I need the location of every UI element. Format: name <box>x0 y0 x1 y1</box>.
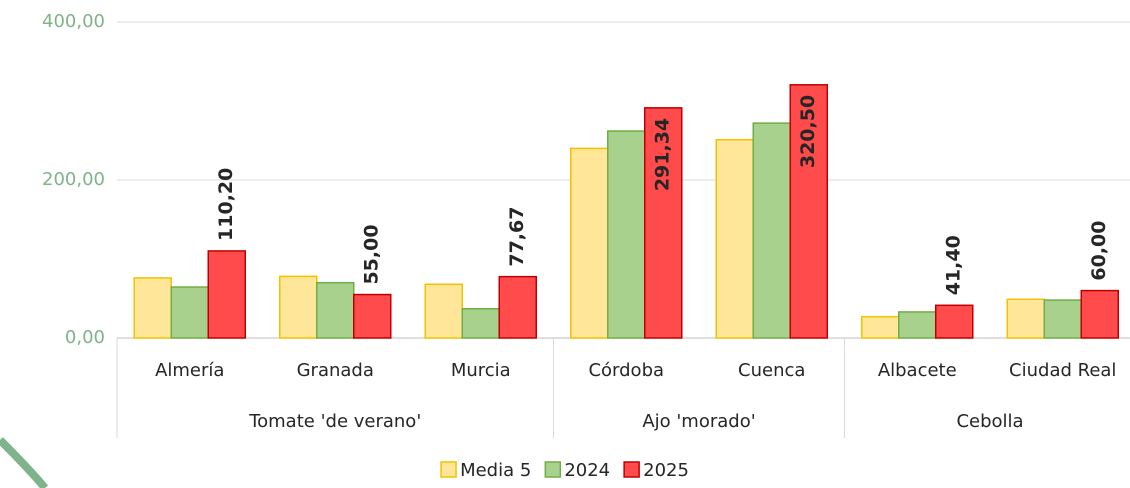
bar <box>1006 298 1045 339</box>
y-tick-label: 400,00 <box>42 11 105 32</box>
bar <box>498 275 537 339</box>
data-label: 77,67 <box>506 207 528 267</box>
group-label: Ajo 'morado' <box>642 411 755 432</box>
x-tick-label: Granada <box>297 360 374 381</box>
bar <box>570 147 609 339</box>
legend-swatch <box>623 461 640 478</box>
x-tick-label: Almería <box>155 360 224 381</box>
data-label: 291,34 <box>652 118 674 191</box>
bar <box>607 130 646 339</box>
x-tick-label: Murcia <box>451 360 511 381</box>
bar <box>316 281 355 339</box>
data-label: 110,20 <box>215 168 237 241</box>
bar <box>353 293 392 339</box>
data-label: 55,00 <box>361 224 383 284</box>
bar <box>715 138 754 339</box>
bar <box>279 275 318 339</box>
bar <box>789 84 828 339</box>
x-tick-label: Albacete <box>878 360 957 381</box>
legend-label: Media 5 <box>460 460 531 481</box>
bar <box>461 308 500 339</box>
y-tick-label: 200,00 <box>42 169 105 190</box>
bar <box>207 250 246 339</box>
data-label: 60,00 <box>1088 220 1110 280</box>
bar <box>935 304 974 339</box>
x-tick-label: Córdoba <box>588 360 664 381</box>
group-label: Tomate 'de verano' <box>248 411 421 432</box>
bar <box>133 277 172 339</box>
legend-label: 2024 <box>564 460 610 481</box>
y-tick-label: 0,00 <box>65 327 105 348</box>
bar <box>644 107 683 339</box>
legend-swatch <box>544 461 562 478</box>
legend-swatch <box>440 461 457 478</box>
group-label: Cebolla <box>956 411 1023 432</box>
bar <box>752 122 791 339</box>
data-label: 41,40 <box>943 235 965 295</box>
bar <box>1043 299 1082 339</box>
bar <box>170 286 209 339</box>
data-label: 320,50 <box>797 95 819 168</box>
x-tick-label: Ciudad Real <box>1009 360 1116 381</box>
bar <box>861 315 900 339</box>
legend-label: 2025 <box>643 460 689 481</box>
decoration <box>0 437 49 488</box>
x-tick-label: Cuenca <box>738 360 805 381</box>
bar <box>424 283 463 339</box>
bar <box>1080 289 1119 339</box>
bar <box>898 311 937 339</box>
